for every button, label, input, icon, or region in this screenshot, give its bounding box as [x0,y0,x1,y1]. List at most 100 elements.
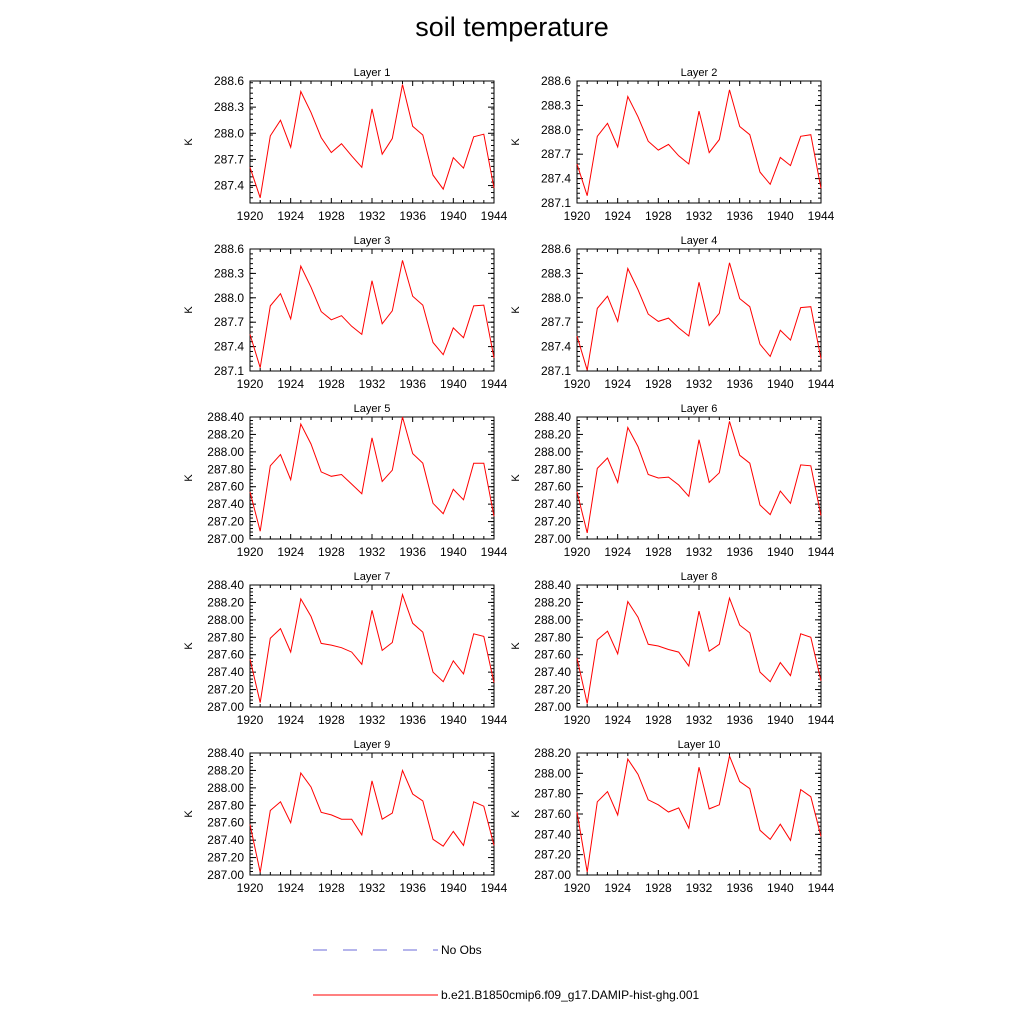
chart-panel: Layer 8 K 1920 1924 1928 1932 1936 1940 1944 287.… [510,571,835,727]
y-tick-label: 287.40 [534,665,571,679]
panel-title: Layer 2 [681,67,718,79]
x-tick-label: 1936 [726,545,753,559]
x-tick-label: 1920 [564,545,591,559]
figure-title: soil temperature [415,12,609,42]
x-tick-label: 1920 [237,209,264,223]
series-line [249,416,495,532]
x-tick-label: 1944 [481,545,508,559]
y-tick-label: 288.40 [207,746,244,760]
x-tick-label: 1932 [359,209,386,223]
x-tick-label: 1944 [481,377,508,391]
series-line [249,84,495,198]
x-tick-label: 1920 [564,713,591,727]
y-tick-label: 288.40 [207,578,244,592]
y-tick-label: 287.40 [207,497,244,511]
y-tick-label: 288.00 [534,766,571,780]
series-line [576,754,822,873]
y-tick-label: 288.0 [541,123,571,137]
x-tick-label: 1932 [686,209,713,223]
y-tick-label: 288.00 [534,613,571,627]
y-tick-label: 287.7 [214,152,244,166]
panel-title: Layer 6 [681,403,718,415]
panel-title: Layer 10 [678,739,721,751]
y-tick-label: 288.20 [207,427,244,441]
x-tick-label: 1932 [359,545,386,559]
x-tick-label: 1928 [645,545,672,559]
y-tick-label: 288.0 [541,291,571,305]
y-tick-label: 288.6 [214,74,244,88]
x-tick-label: 1924 [604,713,631,727]
y-tick-label: 288.20 [534,427,571,441]
y-tick-label: 287.40 [207,833,244,847]
y-tick-label: 287.80 [534,787,571,801]
y-tick-label: 287.00 [207,532,244,546]
panel-title: Layer 4 [681,235,718,247]
x-tick-label: 1920 [237,881,264,895]
y-tick-label: 287.4 [541,172,571,186]
x-tick-label: 1944 [808,377,835,391]
y-tick-label: 287.1 [214,364,244,378]
x-tick-label: 1940 [440,209,467,223]
x-tick-label: 1940 [440,713,467,727]
y-axis-label: K [183,138,195,146]
series-line [249,592,495,703]
y-tick-label: 288.40 [207,410,244,424]
y-tick-label: 287.80 [534,630,571,644]
y-tick-label: 287.7 [214,315,244,329]
panel-title: Layer 3 [354,235,391,247]
y-tick-label: 287.00 [534,868,571,882]
x-tick-label: 1940 [767,545,794,559]
y-axis-label: K [183,642,195,650]
x-tick-label: 1936 [726,209,753,223]
y-tick-label: 287.1 [541,364,571,378]
x-tick-label: 1920 [564,881,591,895]
y-tick-label: 288.3 [214,266,244,280]
y-tick-label: 287.4 [214,340,244,354]
panel-title: Layer 5 [354,403,391,415]
x-tick-label: 1944 [808,545,835,559]
y-tick-label: 287.00 [207,868,244,882]
plot-frame [249,584,495,708]
x-tick-label: 1936 [399,377,426,391]
x-tick-label: 1920 [237,545,264,559]
x-tick-label: 1932 [359,881,386,895]
y-tick-label: 287.60 [534,480,571,494]
series-line [576,596,822,704]
y-tick-label: 287.4 [214,179,244,193]
x-tick-label: 1940 [767,209,794,223]
y-tick-label: 287.7 [541,147,571,161]
y-tick-label: 288.0 [214,126,244,140]
y-tick-label: 288.20 [534,746,571,760]
y-tick-label: 287.20 [207,515,244,529]
y-tick-label: 288.00 [207,781,244,795]
y-tick-label: 287.40 [534,827,571,841]
chart-panel: Layer 5 K 1920 1924 1928 1932 1936 1940 1944 287.… [183,403,508,559]
x-tick-label: 1928 [318,881,345,895]
y-tick-label: 287.20 [534,515,571,529]
x-tick-label: 1924 [277,545,304,559]
x-tick-label: 1928 [645,209,672,223]
y-tick-label: 287.20 [207,851,244,865]
x-tick-label: 1932 [686,545,713,559]
y-tick-label: 288.3 [541,98,571,112]
y-axis-label: K [510,810,522,818]
y-tick-label: 288.00 [207,445,244,459]
chart-panel: Layer 10 K 1920 1924 1928 1932 1936 1940 1944 287… [510,739,835,895]
y-tick-label: 287.80 [207,630,244,644]
x-tick-label: 1924 [604,377,631,391]
y-axis-label: K [510,138,522,146]
x-tick-label: 1936 [726,377,753,391]
series-line [576,421,822,534]
series-line [249,260,495,368]
chart-panel: Layer 1 K 1920 1924 1928 1932 1936 1940 1944 287.… [183,67,508,223]
x-tick-label: 1944 [481,881,508,895]
y-axis-label: K [183,306,195,314]
plot-frame [249,80,495,204]
panel-title: Layer 7 [354,571,391,583]
x-tick-label: 1940 [767,881,794,895]
x-tick-label: 1932 [686,377,713,391]
y-tick-label: 287.00 [207,700,244,714]
x-tick-label: 1944 [808,209,835,223]
y-tick-label: 287.60 [207,648,244,662]
